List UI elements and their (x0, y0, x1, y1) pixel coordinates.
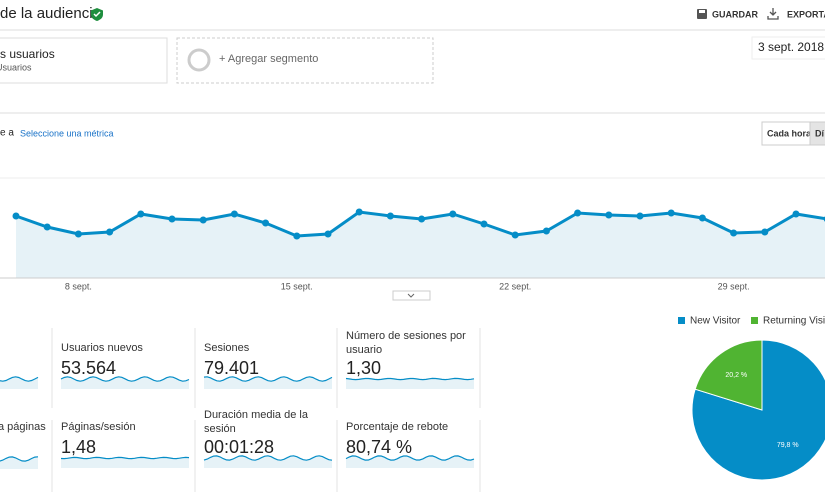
data-point (324, 230, 332, 238)
expand-tab[interactable] (392, 290, 431, 301)
daily-label: Dí (815, 128, 824, 138)
top-bar (0, 0, 825, 30)
segment-name: s usuarios (0, 47, 55, 61)
date-range[interactable]: 3 sept. 2018 - (758, 40, 825, 54)
data-point (449, 210, 457, 218)
sparkline (203, 376, 333, 382)
legend-label[interactable]: New Visitor (690, 316, 741, 327)
compare-label: e a (0, 128, 14, 139)
metric-value: 1,30 (346, 358, 381, 378)
pie-slice[interactable] (694, 339, 763, 411)
metric-label: Porcentaje de rebote (346, 421, 448, 433)
metric-value: 1,48 (61, 437, 96, 457)
sparkline-area (0, 456, 38, 469)
data-point (667, 209, 675, 217)
metric-value: 79.401 (204, 358, 259, 378)
pie-slice[interactable] (691, 339, 825, 481)
slice-label: 20,2 % (725, 372, 747, 379)
sparkline (345, 455, 475, 461)
area (16, 212, 825, 278)
metric-label-line: sesión (204, 423, 236, 435)
data-point (355, 208, 363, 216)
data-point (730, 229, 738, 237)
metric-label: Duración media de la sesión (204, 409, 309, 435)
export-icon[interactable] (767, 8, 779, 20)
metrics: Usuarios nuevos 53.564 Sesiones 79.401 Númer… (0, 328, 481, 492)
legend-swatch (751, 317, 758, 324)
metric-label: Usuarios nuevos (61, 342, 143, 354)
data-point (230, 210, 238, 218)
data-point (386, 212, 394, 220)
metric-label: Páginas/sesión (61, 421, 136, 433)
metric-value: 00:01:28 (204, 437, 274, 457)
sparkline (60, 376, 190, 382)
legend-swatch (678, 317, 685, 324)
sparkline (203, 455, 333, 461)
legend-label[interactable]: Returning Visitor (763, 316, 825, 327)
segment-circle (187, 48, 211, 72)
check (93, 11, 101, 18)
sparkline (0, 456, 39, 462)
select-metric[interactable]: Seleccione una métrica (20, 128, 114, 138)
add-segment[interactable]: + Agregar segmento (219, 53, 318, 65)
data-point (792, 210, 800, 218)
save-button[interactable]: GUARDAR (712, 9, 758, 19)
expand-arrow (407, 293, 415, 298)
export-button[interactable]: EXPORTAR (787, 9, 825, 19)
data-point (168, 215, 176, 223)
data-point (262, 219, 270, 227)
hourly-label: Cada hora (767, 128, 812, 138)
data-point (74, 230, 82, 238)
sparkline-area (346, 378, 474, 389)
segment-sub: Usuarios (0, 62, 32, 72)
data-point (511, 231, 519, 239)
data-point (605, 211, 613, 219)
line-chart: 8 sept. 15 sept. 22 sept. 29 sept. (0, 177, 825, 291)
slice-label: 79,8 % (777, 442, 799, 449)
data-point (574, 209, 582, 217)
page-title: de la audiencia (0, 5, 102, 22)
sparkline (345, 377, 475, 381)
metric-label: Sesiones (204, 342, 250, 354)
x-tick-label: 22 sept. (499, 281, 531, 291)
metric-label-line: Número de sesiones por (346, 330, 466, 342)
metric-value: 80,74 % (346, 437, 412, 457)
metric-label-line: usuario (346, 344, 382, 356)
data-point (761, 228, 769, 236)
sparkline-area (346, 455, 474, 468)
data-point (199, 216, 207, 224)
data-point (698, 214, 706, 222)
data-point (293, 232, 301, 240)
data-point (106, 228, 114, 236)
data-point (43, 223, 51, 231)
pie-chart: 79,8 % New Visitor 20,2 % Returning Visitor (678, 316, 825, 481)
segment-box[interactable] (0, 37, 168, 84)
data-point (12, 212, 20, 220)
sparkline-area (61, 376, 189, 389)
data-point (636, 212, 644, 220)
sparkline (0, 376, 39, 382)
data-point (480, 220, 488, 228)
x-tick-label: 8 sept. (65, 281, 92, 291)
x-tick-label: 29 sept. (718, 281, 750, 291)
daily-button[interactable] (809, 121, 825, 146)
sparkline-area (0, 376, 38, 389)
save-icon-detail (699, 10, 705, 13)
sparkline (60, 456, 190, 460)
metric-label: a páginas (0, 421, 46, 433)
sparkline-area (204, 376, 332, 389)
data-point (418, 215, 426, 223)
sparkline-area (61, 457, 189, 468)
add-segment-box[interactable] (176, 37, 434, 84)
data-point (137, 210, 145, 218)
metric-label: Número de sesiones por usuario (346, 330, 466, 356)
x-tick-label: 15 sept. (281, 281, 313, 291)
date-picker[interactable] (751, 36, 825, 60)
metric-label-line: Duración media de la (204, 409, 309, 421)
data-point (542, 227, 550, 235)
metric-value: 53.564 (61, 358, 116, 378)
